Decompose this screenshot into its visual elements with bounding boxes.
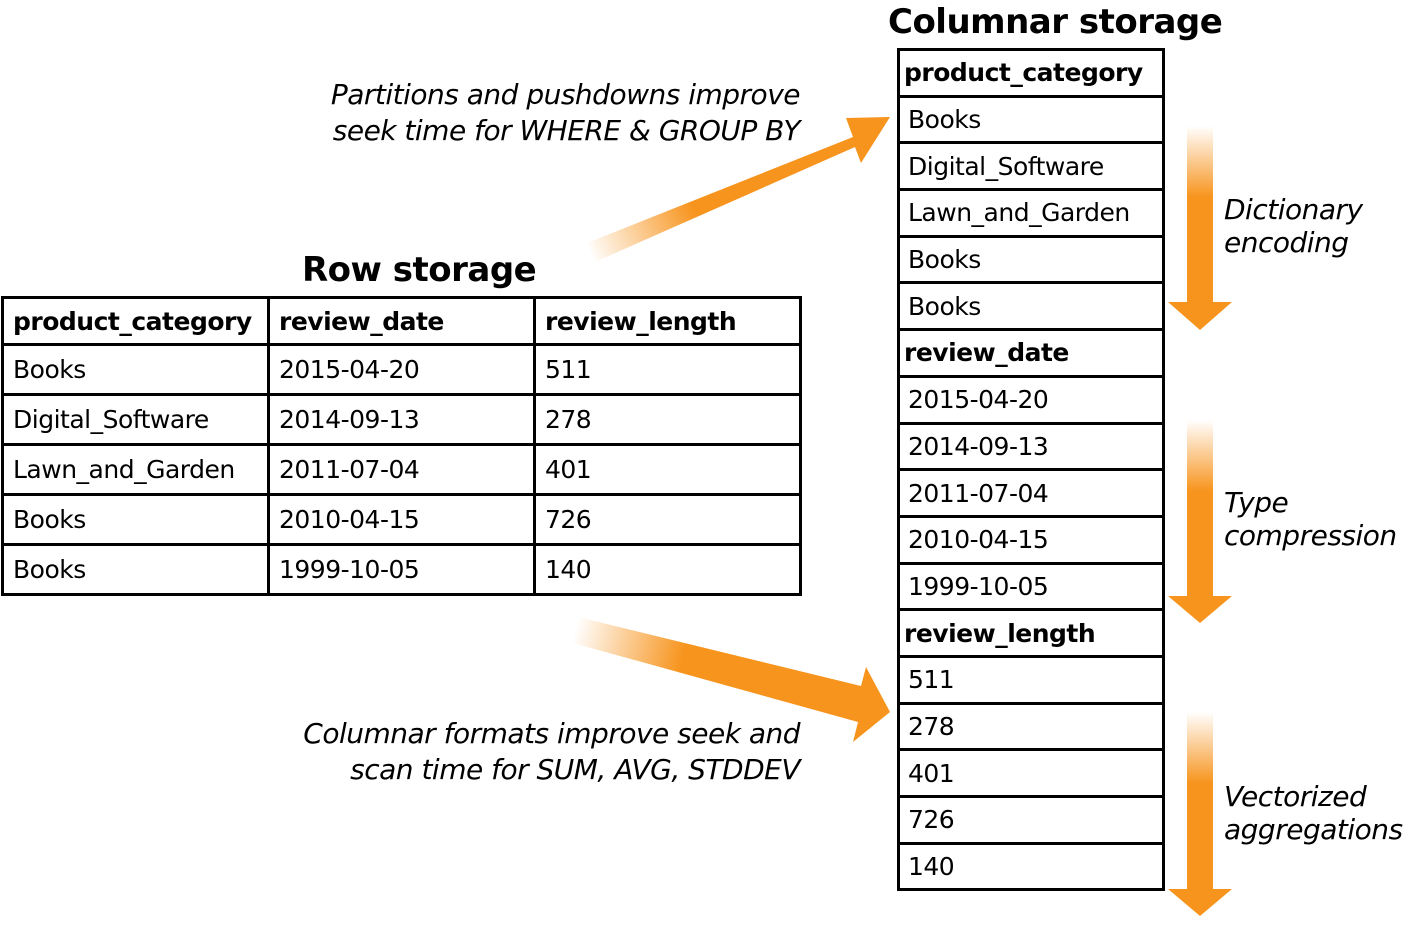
column-cell: Books bbox=[897, 281, 1165, 332]
row-storage-table: product_category review_date review_leng… bbox=[1, 296, 802, 596]
cell-review-length: 401 bbox=[533, 443, 802, 496]
cell-review-date: 2011-07-04 bbox=[267, 443, 536, 496]
label-line: encoding bbox=[1224, 226, 1349, 259]
column-cell: 2011-07-04 bbox=[897, 468, 1165, 518]
label-type-compression: Type compression bbox=[1224, 486, 1397, 552]
table-row: Books 2015-04-20 511 bbox=[1, 343, 802, 396]
columnar-storage-stack: product_category Books Digital_Software … bbox=[897, 48, 1165, 892]
column-cell: 726 bbox=[897, 795, 1165, 845]
cell-product-category: Books bbox=[1, 343, 270, 396]
column-header-product-category: product_category bbox=[897, 48, 1165, 98]
column-cell: 2014-09-13 bbox=[897, 421, 1165, 472]
column-cell: 401 bbox=[897, 748, 1165, 798]
label-line: Dictionary bbox=[1224, 193, 1363, 226]
column-cell: Books bbox=[897, 94, 1165, 145]
cell-review-date: 2014-09-13 bbox=[267, 393, 536, 446]
cell-product-category: Lawn_and_Garden bbox=[1, 443, 270, 496]
label-line: Vectorized bbox=[1224, 780, 1367, 813]
arrow-dictionary-encoding bbox=[1168, 126, 1232, 330]
cell-product-category: Digital_Software bbox=[1, 393, 270, 446]
column-header-review-length: review_length bbox=[897, 608, 1165, 658]
label-dictionary-encoding: Dictionary encoding bbox=[1224, 193, 1363, 259]
header-review-length: review_length bbox=[533, 296, 802, 346]
column-cell: 1999-10-05 bbox=[897, 561, 1165, 612]
columnar-storage-title: Columnar storage bbox=[888, 2, 1223, 42]
column-header-review-date: review_date bbox=[897, 328, 1165, 378]
cell-product-category: Books bbox=[1, 543, 270, 596]
table-row: Lawn_and_Garden 2011-07-04 401 bbox=[1, 443, 802, 496]
annotation-partitions: Partitions and pushdowns improve seek ti… bbox=[330, 77, 801, 149]
arrow-vectorized-aggregations bbox=[1168, 712, 1232, 916]
arrow-type-compression bbox=[1168, 420, 1232, 623]
annotation-line: Partitions and pushdowns improve bbox=[330, 78, 801, 111]
table-row: Digital_Software 2014-09-13 278 bbox=[1, 393, 802, 446]
column-cell: Books bbox=[897, 234, 1165, 285]
column-cell: 278 bbox=[897, 701, 1165, 752]
label-line: compression bbox=[1224, 519, 1397, 552]
table-header-row: product_category review_date review_leng… bbox=[1, 296, 802, 346]
column-cell: 140 bbox=[897, 841, 1165, 892]
column-cell: Lawn_and_Garden bbox=[897, 188, 1165, 238]
annotation-line: seek time for WHERE & GROUP BY bbox=[332, 114, 801, 147]
annotation-columnar-formats: Columnar formats improve seek and scan t… bbox=[303, 716, 800, 788]
column-cell: Digital_Software bbox=[897, 141, 1165, 192]
table-row: Books 2010-04-15 726 bbox=[1, 493, 802, 546]
cell-review-length: 511 bbox=[533, 343, 802, 396]
cell-review-length: 726 bbox=[533, 493, 802, 546]
annotation-line: scan time for SUM, AVG, STDDEV bbox=[350, 753, 800, 786]
table-row: Books 1999-10-05 140 bbox=[1, 543, 802, 596]
column-cell: 2015-04-20 bbox=[897, 374, 1165, 425]
label-line: Type bbox=[1224, 486, 1289, 519]
cell-review-date: 2010-04-15 bbox=[267, 493, 536, 546]
column-cell: 511 bbox=[897, 654, 1165, 705]
cell-review-length: 278 bbox=[533, 393, 802, 446]
header-product-category: product_category bbox=[1, 296, 270, 346]
header-review-date: review_date bbox=[267, 296, 536, 346]
row-storage-title: Row storage bbox=[302, 250, 537, 290]
cell-review-date: 1999-10-05 bbox=[267, 543, 536, 596]
cell-review-length: 140 bbox=[533, 543, 802, 596]
annotation-line: Columnar formats improve seek and bbox=[303, 717, 800, 750]
cell-review-date: 2015-04-20 bbox=[267, 343, 536, 396]
cell-product-category: Books bbox=[1, 493, 270, 546]
column-cell: 2010-04-15 bbox=[897, 514, 1165, 565]
label-vectorized-aggregations: Vectorized aggregations bbox=[1224, 780, 1403, 846]
label-line: aggregations bbox=[1224, 813, 1403, 846]
